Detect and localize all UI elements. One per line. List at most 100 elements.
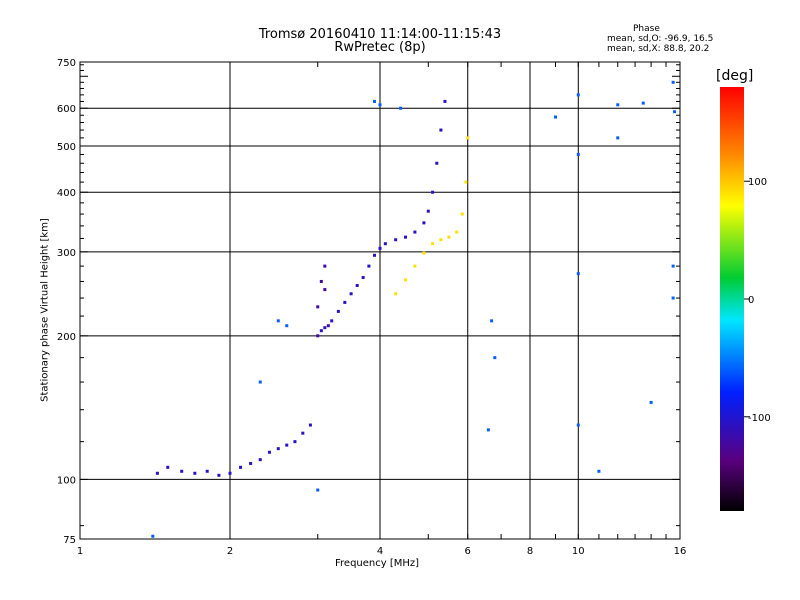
y-tick-label: 600 bbox=[57, 104, 76, 115]
data-point bbox=[435, 161, 439, 165]
chart-title: Tromsø 20160410 11:14:00-11:15:43 bbox=[258, 27, 502, 42]
colorbar-tick-label: 0 bbox=[748, 295, 754, 306]
data-point bbox=[361, 276, 365, 280]
data-point bbox=[403, 278, 407, 282]
data-point bbox=[343, 300, 347, 304]
data-point bbox=[217, 473, 221, 477]
data-point bbox=[316, 305, 320, 309]
y-tick-label: 500 bbox=[57, 142, 76, 153]
x-tick-label: 2 bbox=[227, 546, 233, 557]
data-point bbox=[486, 428, 490, 432]
data-point bbox=[616, 136, 620, 140]
y-tick-label: 75 bbox=[63, 535, 76, 546]
data-point bbox=[319, 279, 323, 283]
data-point bbox=[455, 230, 459, 234]
data-point bbox=[576, 152, 580, 156]
data-point bbox=[403, 235, 407, 239]
data-point bbox=[355, 283, 359, 287]
x-tick-label: 1 bbox=[77, 546, 83, 557]
data-point bbox=[301, 431, 305, 435]
data-point bbox=[193, 471, 197, 475]
chart-subtitle: RwPretec (8p) bbox=[334, 40, 426, 55]
y-tick-label: 400 bbox=[57, 188, 76, 199]
data-point bbox=[464, 180, 468, 184]
data-point bbox=[490, 319, 494, 323]
data-point bbox=[373, 99, 377, 103]
data-point bbox=[285, 443, 289, 447]
data-point bbox=[336, 309, 340, 313]
x-axis-label: Frequency [MHz] bbox=[335, 558, 420, 569]
data-point bbox=[308, 423, 312, 427]
data-point bbox=[597, 469, 601, 473]
data-point bbox=[323, 326, 327, 330]
y-tick-label: 300 bbox=[57, 248, 76, 259]
y-tick-label: 200 bbox=[57, 332, 76, 343]
data-point bbox=[367, 264, 371, 268]
data-point bbox=[349, 292, 353, 296]
x-tick-label: 8 bbox=[527, 546, 533, 557]
data-point bbox=[378, 103, 382, 107]
data-point bbox=[276, 447, 280, 451]
data-point bbox=[616, 103, 620, 107]
y-tick-label: 750 bbox=[57, 58, 76, 69]
phase-stats-title: Phase bbox=[633, 24, 660, 34]
data-point bbox=[466, 136, 470, 140]
data-point bbox=[422, 221, 426, 225]
data-point bbox=[671, 264, 675, 268]
data-point bbox=[431, 190, 435, 194]
data-point bbox=[413, 230, 417, 234]
data-point bbox=[460, 212, 464, 216]
data-point bbox=[378, 246, 382, 250]
data-point bbox=[649, 400, 653, 404]
data-point bbox=[553, 115, 557, 119]
data-point bbox=[316, 488, 320, 492]
data-point bbox=[422, 251, 426, 255]
data-point bbox=[323, 288, 327, 292]
x-tick-label: 4 bbox=[377, 546, 383, 557]
data-point bbox=[576, 272, 580, 276]
colorbar-tick-label: 100 bbox=[748, 177, 767, 188]
data-point bbox=[228, 471, 232, 475]
data-point bbox=[576, 423, 580, 427]
data-point bbox=[641, 101, 645, 105]
data-point bbox=[267, 450, 271, 454]
data-point bbox=[319, 329, 323, 333]
data-point bbox=[394, 238, 398, 242]
data-point bbox=[239, 465, 243, 469]
colorbar-label: [deg] bbox=[716, 68, 754, 84]
x-tick-label: 10 bbox=[572, 546, 585, 557]
data-point bbox=[326, 324, 330, 328]
data-point bbox=[166, 465, 170, 469]
data-point bbox=[443, 99, 447, 103]
data-point bbox=[316, 334, 320, 338]
data-point bbox=[439, 238, 443, 242]
x-tick-label: 6 bbox=[465, 546, 471, 557]
data-point bbox=[330, 319, 334, 323]
data-point bbox=[426, 209, 430, 213]
data-point bbox=[671, 80, 675, 84]
data-point bbox=[276, 319, 280, 323]
y-tick-label: 100 bbox=[57, 475, 76, 486]
data-point bbox=[180, 469, 184, 473]
data-point bbox=[413, 264, 417, 268]
x-tick-label: 16 bbox=[674, 546, 687, 557]
data-point bbox=[394, 292, 398, 296]
data-point bbox=[399, 106, 403, 110]
phase-stats-x: mean, sd,X: 88.8, 20.2 bbox=[607, 44, 710, 54]
data-point bbox=[205, 469, 209, 473]
data-point bbox=[576, 93, 580, 97]
data-point bbox=[293, 440, 297, 444]
data-point bbox=[383, 242, 387, 246]
data-point bbox=[323, 264, 327, 268]
data-point bbox=[447, 235, 451, 239]
data-point bbox=[431, 242, 435, 246]
phase-stats-o: mean, sd,O: -96.9, 16.5 bbox=[607, 34, 714, 44]
data-point bbox=[439, 128, 443, 132]
data-point bbox=[155, 471, 159, 475]
data-point bbox=[493, 356, 497, 360]
data-point bbox=[249, 461, 253, 465]
data-point bbox=[151, 534, 155, 538]
data-point bbox=[373, 253, 377, 257]
data-point bbox=[258, 380, 262, 384]
